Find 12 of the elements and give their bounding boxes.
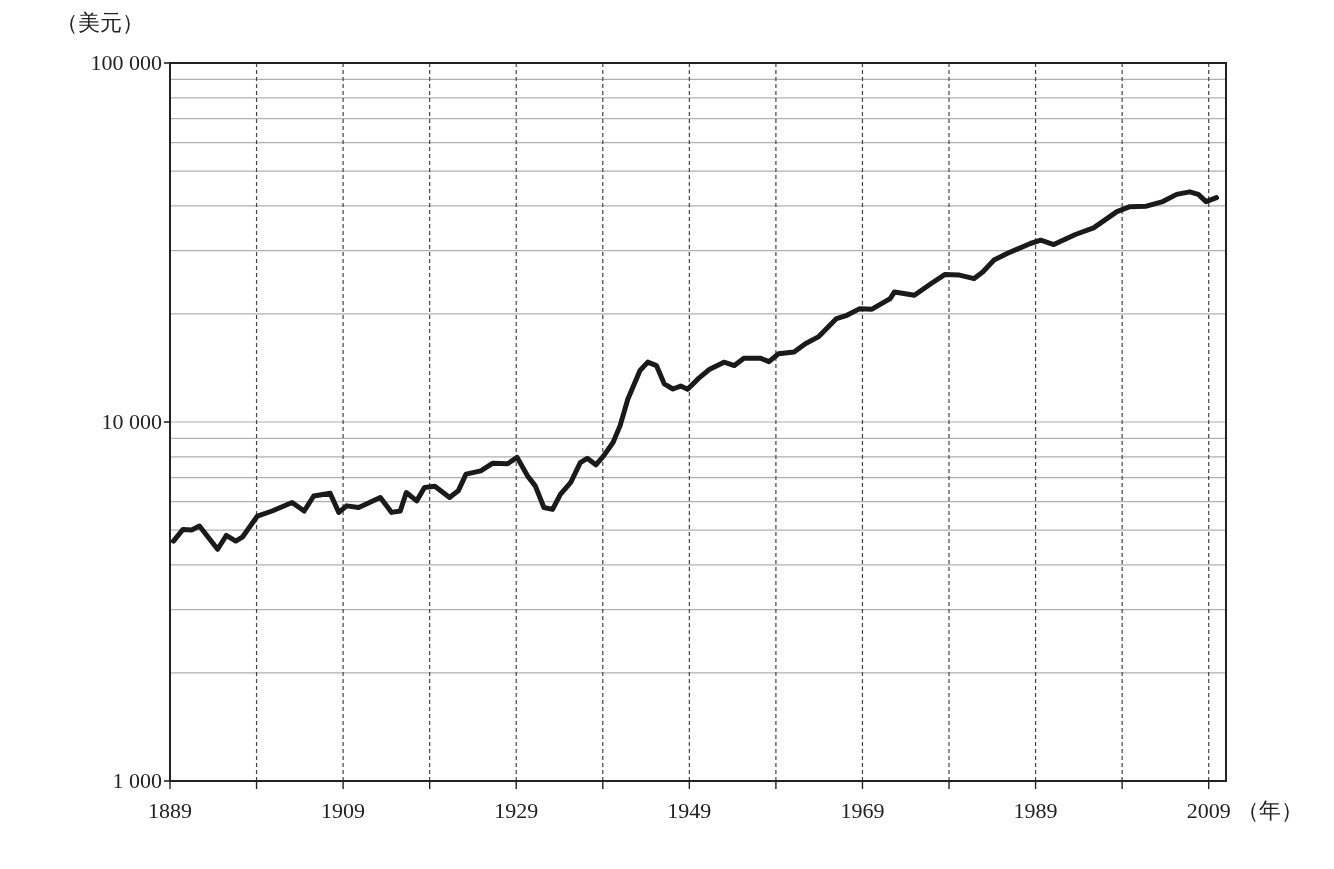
x-tick-label: 1969 xyxy=(840,798,885,823)
x-axis-title: （年） xyxy=(1236,798,1303,823)
y-tick-label: 10 000 xyxy=(101,409,162,434)
x-tick-label: 2009 xyxy=(1186,798,1231,823)
y-tick-label: 1 000 xyxy=(112,768,162,793)
x-tick-label: 1909 xyxy=(321,798,366,823)
x-tick-label: 1989 xyxy=(1013,798,1058,823)
y-tick-label: 100 000 xyxy=(90,50,162,75)
y-axis-title: （美元） xyxy=(56,10,144,35)
x-tick-label: 1929 xyxy=(494,798,539,823)
x-tick-label: 1949 xyxy=(667,798,712,823)
x-tick-label: 1889 xyxy=(148,798,192,823)
